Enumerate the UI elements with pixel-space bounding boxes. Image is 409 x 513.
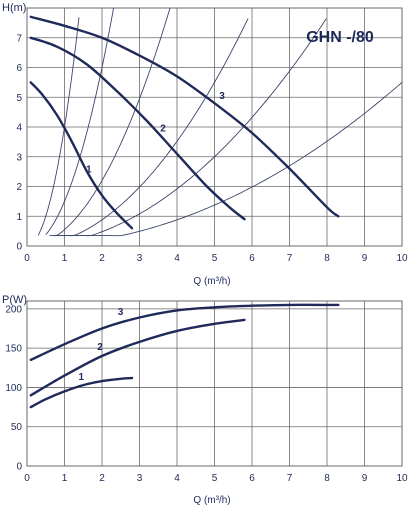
power-series: 1 2 3 xyxy=(29,303,340,409)
series-label-2: 2 xyxy=(97,342,103,353)
y-tick-label: 2 xyxy=(16,182,22,193)
head-y-axis-label: H(m) xyxy=(2,2,26,14)
x-tick-label: 10 xyxy=(396,253,408,264)
series-label-1: 1 xyxy=(86,165,92,176)
head-grid xyxy=(27,8,402,246)
system-curve xyxy=(57,18,327,237)
x-tick-label: 9 xyxy=(362,473,368,484)
system-curve xyxy=(60,82,403,237)
x-tick-label: 3 xyxy=(137,253,143,264)
x-tick-label: 6 xyxy=(249,473,255,484)
series-line-2 xyxy=(29,318,246,397)
series-line-3 xyxy=(29,15,340,218)
x-tick-label: 4 xyxy=(174,473,180,484)
x-tick-label: 8 xyxy=(324,473,330,484)
y-tick-label: 0 xyxy=(16,242,22,253)
x-tick-label: 1 xyxy=(62,253,68,264)
x-tick-label: 2 xyxy=(99,253,105,264)
x-tick-label: 8 xyxy=(324,253,330,264)
head-series: 1 2 3 xyxy=(29,15,340,230)
x-tick-label: 0 xyxy=(24,253,30,264)
series-label-1: 1 xyxy=(78,372,84,383)
x-tick-label: 9 xyxy=(362,253,368,264)
x-tick-label: 10 xyxy=(396,473,408,484)
x-tick-label: 5 xyxy=(212,253,218,264)
x-tick-label: 6 xyxy=(249,253,255,264)
x-tick-label: 1 xyxy=(62,473,68,484)
y-tick-label: 0 xyxy=(16,462,22,473)
y-tick-label: 50 xyxy=(11,422,23,433)
series-label-3: 3 xyxy=(219,91,225,102)
y-tick-label: 4 xyxy=(16,123,22,134)
power-x-axis-label: Q (m³/h) xyxy=(193,495,230,506)
x-tick-label: 4 xyxy=(174,253,180,264)
y-tick-label: 1 xyxy=(16,212,22,223)
head-chart-title: GHN -/80 xyxy=(306,29,374,46)
head-chart: 1 2 3 0 1 2 3 4 5 6 7 8 9 10 0 1 2 3 4 5 6 7 H(m) Q (m³/h) G… xyxy=(2,2,408,287)
x-tick-label: 5 xyxy=(212,473,218,484)
y-tick-label: 7 xyxy=(16,33,22,44)
y-tick-label: 200 xyxy=(5,304,22,315)
series-label-3: 3 xyxy=(118,307,124,318)
series-line-3 xyxy=(29,303,340,362)
x-tick-label: 0 xyxy=(24,473,30,484)
series-line-1 xyxy=(29,376,134,409)
y-tick-label: 6 xyxy=(16,63,22,74)
power-grid xyxy=(27,301,402,466)
series-line-1 xyxy=(29,81,134,230)
y-tick-label: 150 xyxy=(5,344,22,355)
x-tick-label: 7 xyxy=(287,253,293,264)
x-tick-label: 7 xyxy=(287,473,293,484)
system-curve xyxy=(49,7,171,237)
x-tick-label: 3 xyxy=(137,473,143,484)
power-y-axis-label: P(W) xyxy=(2,294,27,306)
y-tick-label: 100 xyxy=(5,383,22,394)
series-label-2: 2 xyxy=(160,123,166,134)
head-x-axis-label: Q (m³/h) xyxy=(193,276,230,287)
series-line-2 xyxy=(29,36,246,221)
system-curve xyxy=(37,17,80,236)
head-tick-labels: 0 1 2 3 4 5 6 7 8 9 10 0 1 2 3 4 5 6 7 xyxy=(16,33,408,264)
system-curve xyxy=(53,18,249,237)
y-tick-label: 5 xyxy=(16,93,22,104)
x-tick-label: 2 xyxy=(99,473,105,484)
y-tick-label: 3 xyxy=(16,152,22,163)
